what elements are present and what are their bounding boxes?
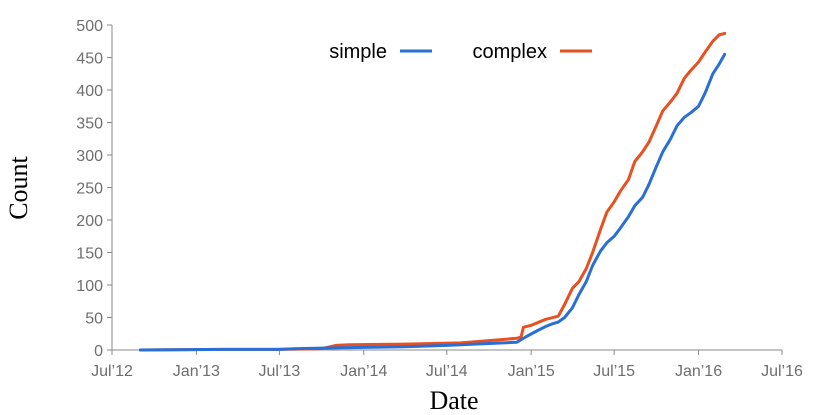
y-tick-label: 200 (76, 213, 103, 230)
x-tick-label: Jul’15 (593, 363, 635, 380)
tick-labels: 0 50 100 150 200 250 300 350 400 450 500 Jul’12 Jan’… (76, 18, 803, 380)
y-tick-label: 50 (85, 311, 103, 328)
x-tick-label: Jan’13 (173, 363, 220, 380)
series-lines (138, 31, 727, 352)
x-tick-label: Jul’12 (91, 363, 133, 380)
y-tick-label: 150 (76, 246, 103, 263)
y-tick-label: 0 (94, 343, 103, 360)
y-tick-label: 300 (76, 148, 103, 165)
legend-label-simple: simple (329, 41, 387, 63)
y-tick-label: 500 (76, 18, 103, 35)
x-tick-label: Jan’14 (340, 363, 387, 380)
y-tick-label: 400 (76, 83, 103, 100)
x-tick-label: Jul’16 (761, 363, 803, 380)
series-line-complex (138, 31, 727, 352)
series-line-simple (138, 52, 727, 352)
y-tick-label: 100 (76, 278, 103, 295)
legend-label-complex: complex (473, 41, 547, 63)
y-axis-title: Count (4, 155, 33, 219)
chart-axes (107, 24, 783, 355)
x-tick-label: Jan’15 (508, 363, 555, 380)
legend: simple complex (329, 41, 592, 63)
y-tick-label: 450 (76, 51, 103, 68)
y-tick-label: 350 (76, 116, 103, 133)
x-axis-title: Date (429, 386, 478, 415)
x-tick-label: Jul’13 (258, 363, 300, 380)
x-tick-label: Jul’14 (426, 363, 468, 380)
y-tick-label: 250 (76, 181, 103, 198)
x-tick-label: Jan’16 (675, 363, 722, 380)
